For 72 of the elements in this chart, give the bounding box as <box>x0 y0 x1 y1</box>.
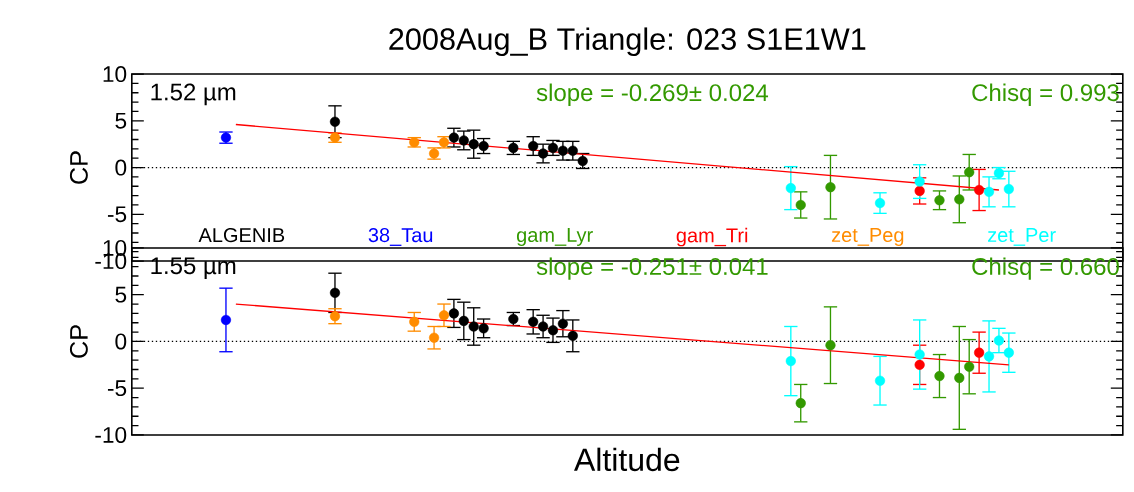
point <box>874 198 886 209</box>
point <box>993 335 1004 346</box>
point <box>914 349 925 360</box>
point <box>983 186 995 197</box>
point <box>448 308 459 319</box>
text: gam_Lyr <box>516 228 593 246</box>
annotation: slope = -0.269± 0.024 <box>536 83 769 106</box>
annotation: slope = -0.251± 0.041 <box>536 257 768 280</box>
point <box>964 167 975 178</box>
point <box>914 185 925 196</box>
x-axis-title: Altitude <box>574 447 680 472</box>
point <box>1003 183 1014 195</box>
point <box>468 321 479 332</box>
point <box>329 287 341 298</box>
point <box>458 315 469 326</box>
y-tick-label: -5 <box>107 206 127 223</box>
chart-title: 2008Aug_B Triangle: 023 S1E1W1 <box>389 27 866 56</box>
y-tick-label: 5 <box>115 112 127 129</box>
point <box>964 361 975 372</box>
annotation: 1.52 µm <box>151 83 236 106</box>
point <box>954 194 965 205</box>
point <box>974 184 985 196</box>
point <box>557 145 568 156</box>
annotation: 1.55 µm <box>151 257 236 279</box>
point <box>934 195 945 206</box>
point <box>567 330 578 341</box>
annotation: Chisq = 0.660 <box>972 257 1119 280</box>
point <box>567 145 578 156</box>
point <box>795 398 806 409</box>
point <box>785 183 796 194</box>
annotation: Chisq = 0.993 <box>972 83 1119 106</box>
point <box>974 347 985 358</box>
point <box>528 316 539 327</box>
point <box>825 182 836 193</box>
text: zet_Peg <box>831 228 904 246</box>
point <box>547 142 559 153</box>
y-tick-label: 0 <box>115 333 127 350</box>
point <box>538 321 549 332</box>
point <box>438 310 450 321</box>
point <box>220 314 232 326</box>
point <box>983 351 995 362</box>
point <box>478 323 489 334</box>
point <box>429 332 440 343</box>
point <box>825 340 836 351</box>
y-tick-label: 5 <box>115 286 127 303</box>
series-label: zet_Per <box>988 228 1056 246</box>
text: gam_Tri <box>676 227 748 247</box>
point <box>458 135 469 146</box>
y-tick-label: 10 <box>103 66 127 83</box>
point <box>914 359 925 370</box>
y-tick-label: 0 <box>115 159 127 176</box>
point <box>468 139 479 150</box>
text: ALGENIB <box>198 227 285 243</box>
point <box>547 325 559 336</box>
point <box>914 176 925 187</box>
y-tick-label: -10 <box>95 426 127 443</box>
y-tick-label: -5 <box>107 380 127 397</box>
point <box>528 140 539 152</box>
point <box>795 199 806 211</box>
point <box>409 316 420 327</box>
y-axis-title: CP <box>69 325 88 358</box>
point <box>954 372 965 383</box>
point <box>557 318 568 329</box>
point <box>874 375 886 386</box>
point <box>448 132 459 143</box>
text: 38_Tau <box>368 227 433 246</box>
point <box>934 370 945 382</box>
point <box>1003 347 1014 358</box>
point <box>538 148 549 159</box>
y-axis-title: CP <box>69 151 88 184</box>
point <box>785 356 796 367</box>
point <box>329 116 341 127</box>
